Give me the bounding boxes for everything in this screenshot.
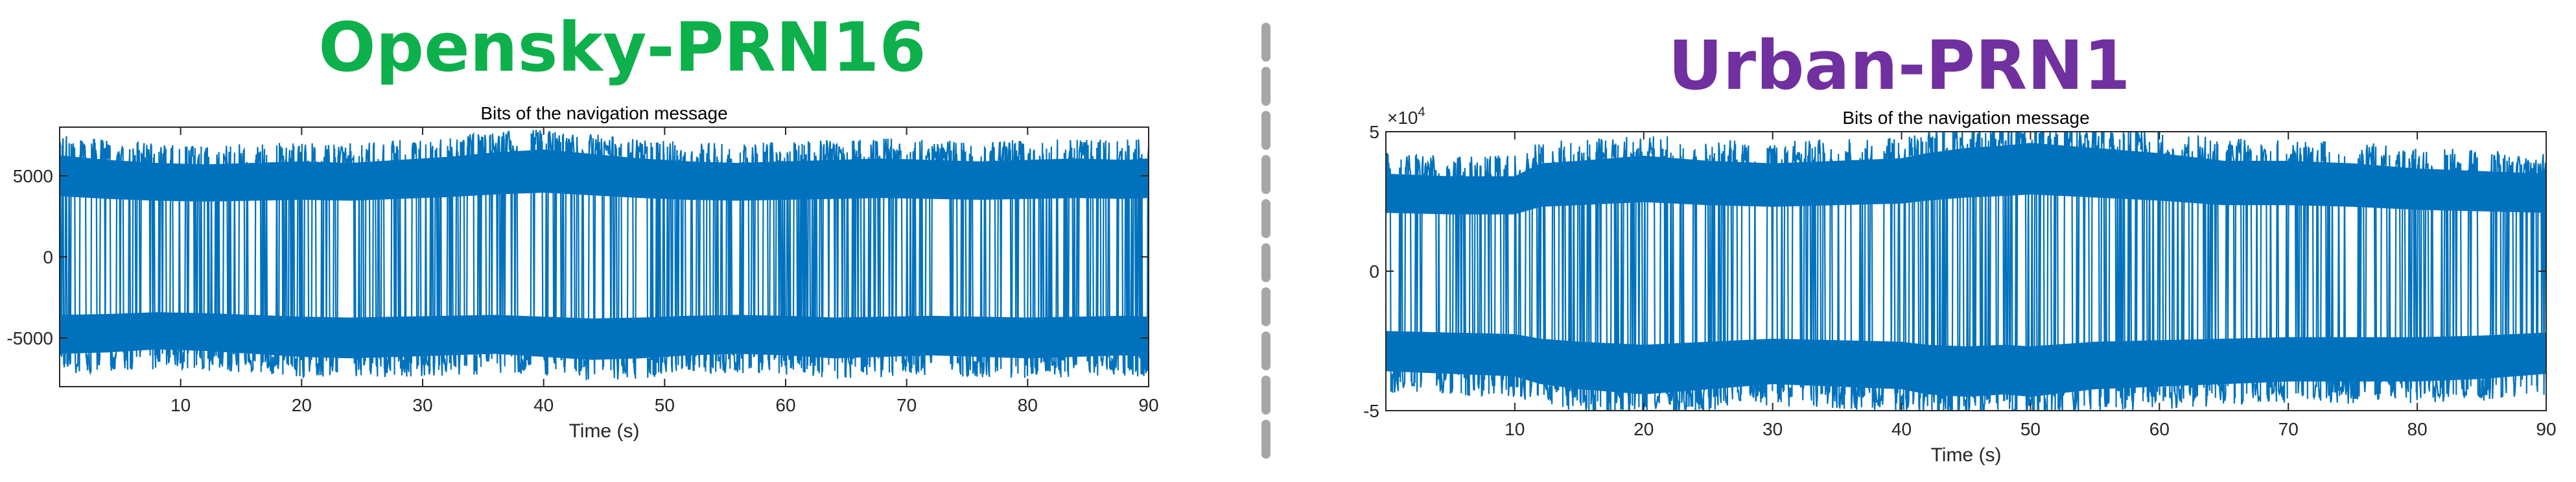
- signal-line: [60, 130, 1149, 380]
- x-tick-label: 60: [775, 395, 795, 415]
- x-tick-label: 80: [2407, 419, 2428, 439]
- x-tick-label: 90: [2536, 419, 2556, 439]
- chart-urban: 10 20 30 40 50 60 70 80 90 -5 0 5 Bits of the naviga…: [1363, 105, 2556, 466]
- x-tick-label: 50: [655, 395, 675, 415]
- y-tick-label: -5000: [6, 328, 53, 348]
- x-tick-label: 40: [1891, 419, 1912, 439]
- x-tick-label: 40: [533, 395, 554, 415]
- x-axis-label: Time (s): [569, 420, 640, 442]
- signal-line: [1386, 132, 2546, 411]
- x-tick-label: 70: [896, 395, 917, 415]
- x-tick-label: 20: [292, 395, 312, 415]
- x-tick-label: 90: [1138, 395, 1158, 415]
- x-tick-label: 30: [412, 395, 432, 415]
- panel-title-opensky: Opensky-PRN16: [318, 8, 926, 87]
- x-tick-label: 50: [2020, 419, 2041, 439]
- chart-opensky: 10 20 30 40 50 60 70 80 90 -5000 0 5000 Bits of the …: [6, 103, 1158, 442]
- y-exponent-label: ×104: [1387, 105, 1425, 128]
- y-tick-label: 5000: [13, 166, 53, 186]
- y-tick-label: 0: [43, 247, 53, 267]
- chart-title: Bits of the navigation message: [480, 103, 727, 123]
- x-tick-label: 80: [1018, 395, 1038, 415]
- x-tick-label: 60: [2149, 419, 2170, 439]
- chart-title: Bits of the navigation message: [1842, 108, 2089, 128]
- x-tick-label: 20: [1633, 419, 1654, 439]
- panel-title-urban: Urban-PRN1: [1668, 26, 2131, 105]
- signal-series: [60, 130, 1149, 380]
- x-tick-label: 70: [2278, 419, 2299, 439]
- signal-series: [1386, 132, 2546, 411]
- x-tick-label: 30: [1762, 419, 1783, 439]
- y-tick-label: -5: [1363, 401, 1379, 421]
- y-tick-label: 5: [1369, 122, 1379, 142]
- x-axis-label: Time (s): [1931, 444, 2002, 466]
- x-tick-label: 10: [170, 395, 191, 415]
- y-tick-label: 0: [1369, 261, 1379, 282]
- signal-band-lower: [1386, 331, 2546, 397]
- x-tick-label: 10: [1505, 419, 1525, 439]
